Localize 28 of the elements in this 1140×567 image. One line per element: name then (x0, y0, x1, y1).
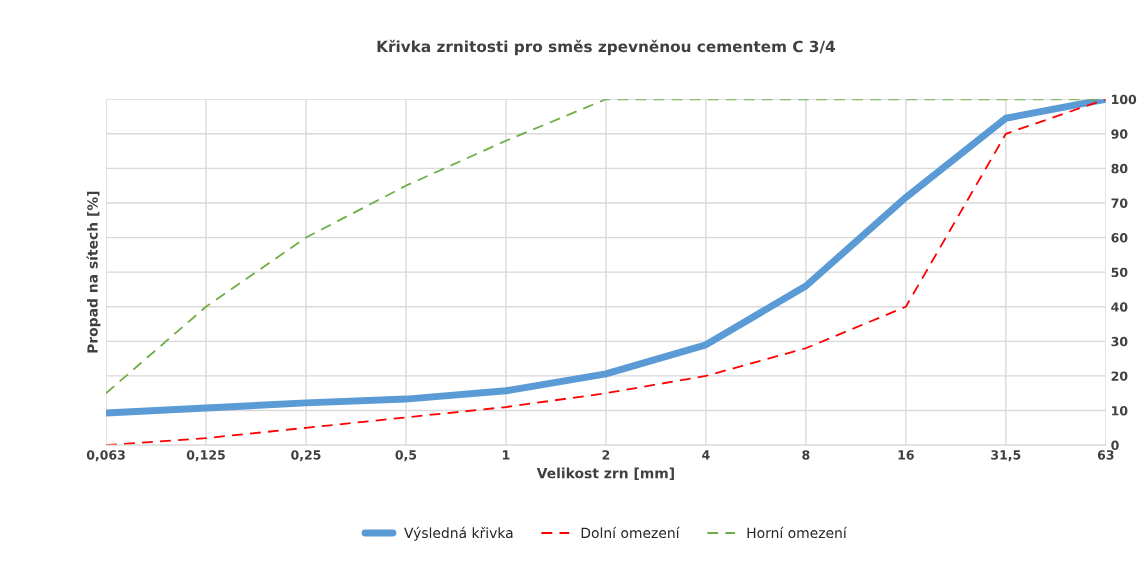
y-tick-label: 60 (1111, 233, 1128, 243)
y-tick-label: 10 (1112, 405, 1128, 416)
x-tick-label: 4 (702, 450, 710, 460)
y-tick-label: 40 (1111, 302, 1128, 312)
x-tick-label: 1 (502, 450, 510, 460)
y-tick-label: 30 (1111, 336, 1128, 347)
x-tick-label: 16 (898, 450, 914, 460)
x-tick-label: 8 (802, 450, 810, 460)
y-tick-label: 0 (1111, 440, 1119, 451)
y-tick-label: 50 (1111, 267, 1128, 278)
y-tick-label: 80 (1111, 163, 1128, 174)
y-tick-label: 70 (1111, 198, 1128, 208)
legend-label: Horní omezení (747, 526, 848, 539)
x-tick-label: 0,25 (291, 450, 321, 462)
y-tick-label: 90 (1111, 129, 1128, 139)
legend-label: Výsledná křivka (404, 526, 513, 541)
y-tick-label: 20 (1111, 371, 1128, 381)
y-axis-title: Propad na sítech [%] (86, 191, 101, 353)
x-tick-label: 0,125 (186, 450, 225, 462)
y-tick-label: 100 (1112, 94, 1137, 105)
legend-label: Dolní omezení (581, 526, 680, 539)
chart-title: Křivka zrnitosti pro směs zpevněnou cementem C 3/4 (377, 39, 835, 56)
x-tick-label: 0,063 (86, 450, 125, 462)
x-tick-label: 2 (602, 450, 610, 460)
x-tick-label: 63 (1097, 450, 1114, 460)
x-tick-label: 31,5 (991, 450, 1021, 462)
x-tick-label: 0,5 (395, 450, 417, 462)
x-axis-title: Velikost zrn [mm] (536, 467, 674, 480)
